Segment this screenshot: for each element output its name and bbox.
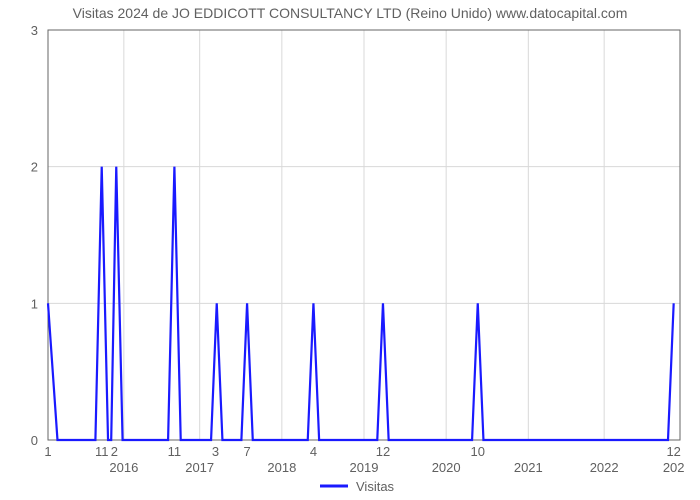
- x-tick-label-top: 3: [212, 444, 219, 459]
- x-tick-label-top: 4: [310, 444, 317, 459]
- y-tick-label: 3: [31, 23, 38, 38]
- x-tick-label-year: 2017: [185, 460, 214, 475]
- x-tick-label-top: 11: [95, 444, 109, 459]
- legend-label: Visitas: [356, 479, 395, 494]
- x-tick-label-top: 10: [471, 444, 485, 459]
- x-tick-label-year: 2019: [350, 460, 379, 475]
- x-tick-label-top: 11: [168, 444, 182, 459]
- y-tick-label: 1: [31, 296, 38, 311]
- y-tick-label: 2: [31, 160, 38, 175]
- x-tick-label-year: 2016: [109, 460, 138, 475]
- chart-container: Visitas 2024 de JO EDDICOTT CONSULTANCY …: [0, 0, 700, 500]
- line-chart: Visitas 2024 de JO EDDICOTT CONSULTANCY …: [0, 0, 700, 500]
- x-tick-label-year: 2021: [514, 460, 543, 475]
- x-tick-label-year: 2020: [432, 460, 461, 475]
- x-tick-label-top: 2: [111, 444, 118, 459]
- x-tick-label-top: 12: [666, 444, 680, 459]
- chart-title: Visitas 2024 de JO EDDICOTT CONSULTANCY …: [73, 5, 628, 21]
- y-tick-label: 0: [31, 433, 38, 448]
- x-tick-label-top: 7: [243, 444, 250, 459]
- x-tick-label-year: 2022: [590, 460, 619, 475]
- x-tick-label-top: 1: [44, 444, 51, 459]
- x-tick-label-year: 2018: [267, 460, 296, 475]
- x-tick-label-year: 202: [663, 460, 685, 475]
- x-tick-label-top: 12: [376, 444, 390, 459]
